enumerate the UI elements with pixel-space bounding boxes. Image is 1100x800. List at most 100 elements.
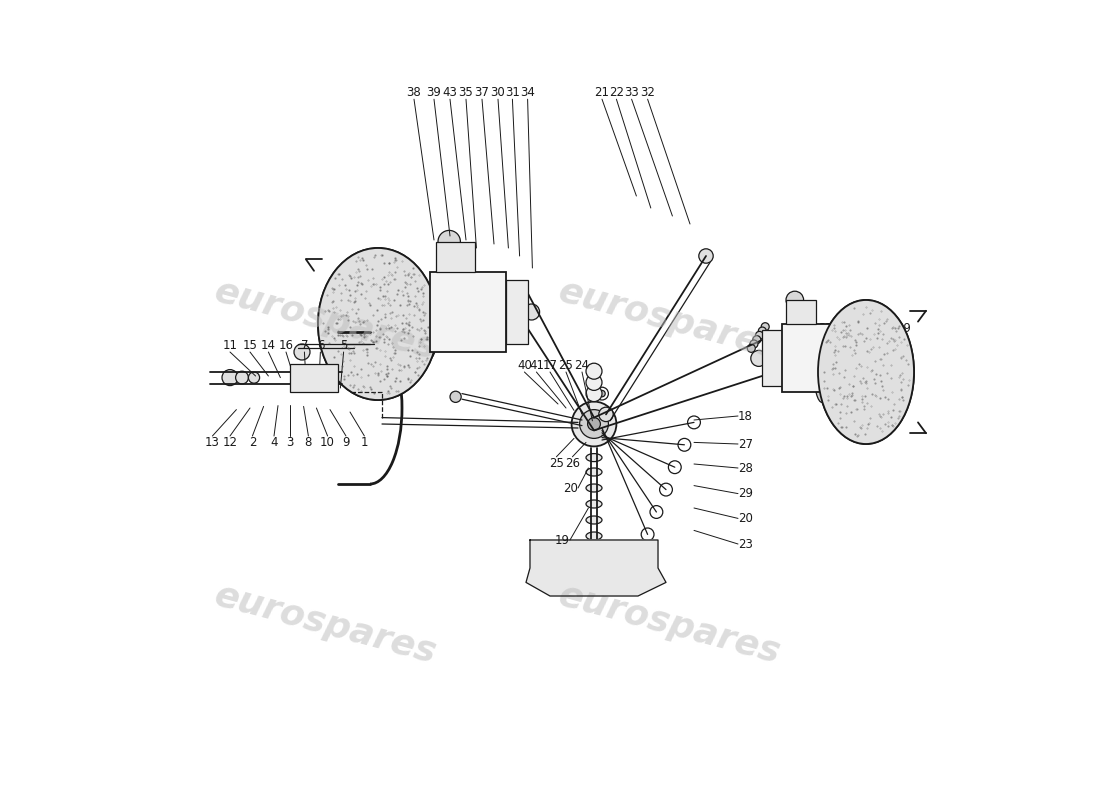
Polygon shape [526,540,666,596]
Text: 17: 17 [542,359,558,372]
Ellipse shape [818,300,914,444]
Ellipse shape [586,484,602,492]
Ellipse shape [424,290,438,358]
Circle shape [598,407,613,422]
FancyBboxPatch shape [437,242,475,272]
Ellipse shape [586,516,602,524]
Circle shape [432,297,466,330]
Text: 38: 38 [878,322,893,334]
Text: 4: 4 [271,436,277,449]
Circle shape [294,344,310,360]
Text: 41: 41 [529,359,543,372]
Circle shape [450,391,461,402]
Text: 1: 1 [361,436,368,449]
Circle shape [438,230,461,253]
Text: 12: 12 [222,436,238,449]
Circle shape [650,506,663,518]
Text: 29: 29 [738,487,754,500]
Text: 32: 32 [640,86,654,99]
Circle shape [669,461,681,474]
Text: 7: 7 [300,339,308,352]
Text: 43: 43 [442,86,458,99]
Circle shape [222,370,238,386]
Circle shape [688,416,701,429]
Ellipse shape [547,577,569,591]
Circle shape [572,402,616,446]
Text: eurospares: eurospares [211,578,441,670]
Text: 23: 23 [738,538,752,550]
Text: 34: 34 [520,86,535,99]
Circle shape [586,386,602,402]
Text: 8: 8 [305,436,312,449]
Circle shape [769,354,777,362]
Circle shape [513,331,522,341]
FancyBboxPatch shape [786,300,816,324]
FancyBboxPatch shape [782,324,838,392]
Circle shape [758,327,767,335]
Circle shape [595,387,608,400]
Text: 6: 6 [317,339,324,352]
Circle shape [468,297,502,330]
Circle shape [641,528,654,541]
Circle shape [296,368,317,389]
Text: 15: 15 [243,339,257,352]
Text: 33: 33 [624,86,639,99]
Circle shape [678,438,691,451]
Text: 25: 25 [549,457,564,470]
Text: 3: 3 [286,436,294,449]
Text: 37: 37 [818,322,833,334]
Circle shape [586,363,602,379]
Circle shape [752,336,761,344]
Text: 16: 16 [278,339,294,352]
Text: eurospares: eurospares [211,274,441,366]
Ellipse shape [814,342,830,402]
Circle shape [761,322,769,330]
Ellipse shape [586,454,602,462]
Text: eurospares: eurospares [556,578,784,670]
Text: 35: 35 [459,86,473,99]
Text: 19: 19 [556,534,570,546]
Text: 30: 30 [491,86,505,99]
Circle shape [513,307,522,317]
Circle shape [782,346,807,371]
Circle shape [751,350,767,366]
Text: 2: 2 [249,436,256,449]
Text: 36: 36 [833,322,847,334]
Text: 40: 40 [517,359,531,372]
Circle shape [249,372,260,383]
Text: eurospares: eurospares [556,274,784,366]
Circle shape [586,374,602,390]
Text: 11: 11 [222,339,238,352]
Text: 20: 20 [563,482,578,494]
Text: 25: 25 [559,359,573,372]
Text: 14: 14 [261,339,276,352]
Circle shape [810,346,835,371]
Text: 10: 10 [320,436,336,449]
Text: 9: 9 [342,436,350,449]
Text: 38: 38 [407,86,421,99]
Circle shape [524,304,540,320]
Text: 18: 18 [738,410,752,422]
Text: 20: 20 [738,512,752,525]
Text: 22: 22 [609,86,624,99]
Text: 13: 13 [205,436,220,449]
Ellipse shape [579,577,602,591]
Ellipse shape [610,577,634,591]
Circle shape [786,291,804,309]
Circle shape [580,410,608,438]
Circle shape [756,331,763,339]
FancyBboxPatch shape [430,272,506,352]
Text: 26: 26 [565,457,580,470]
Text: 42: 42 [858,322,873,334]
Circle shape [698,249,713,263]
Circle shape [587,418,601,430]
Ellipse shape [586,500,602,508]
Text: 37: 37 [474,86,490,99]
Text: 27: 27 [738,438,754,450]
Text: 39: 39 [427,86,441,99]
Circle shape [769,336,777,344]
Ellipse shape [318,248,438,400]
FancyBboxPatch shape [762,330,783,386]
Text: 5: 5 [340,339,348,352]
Circle shape [235,371,249,384]
